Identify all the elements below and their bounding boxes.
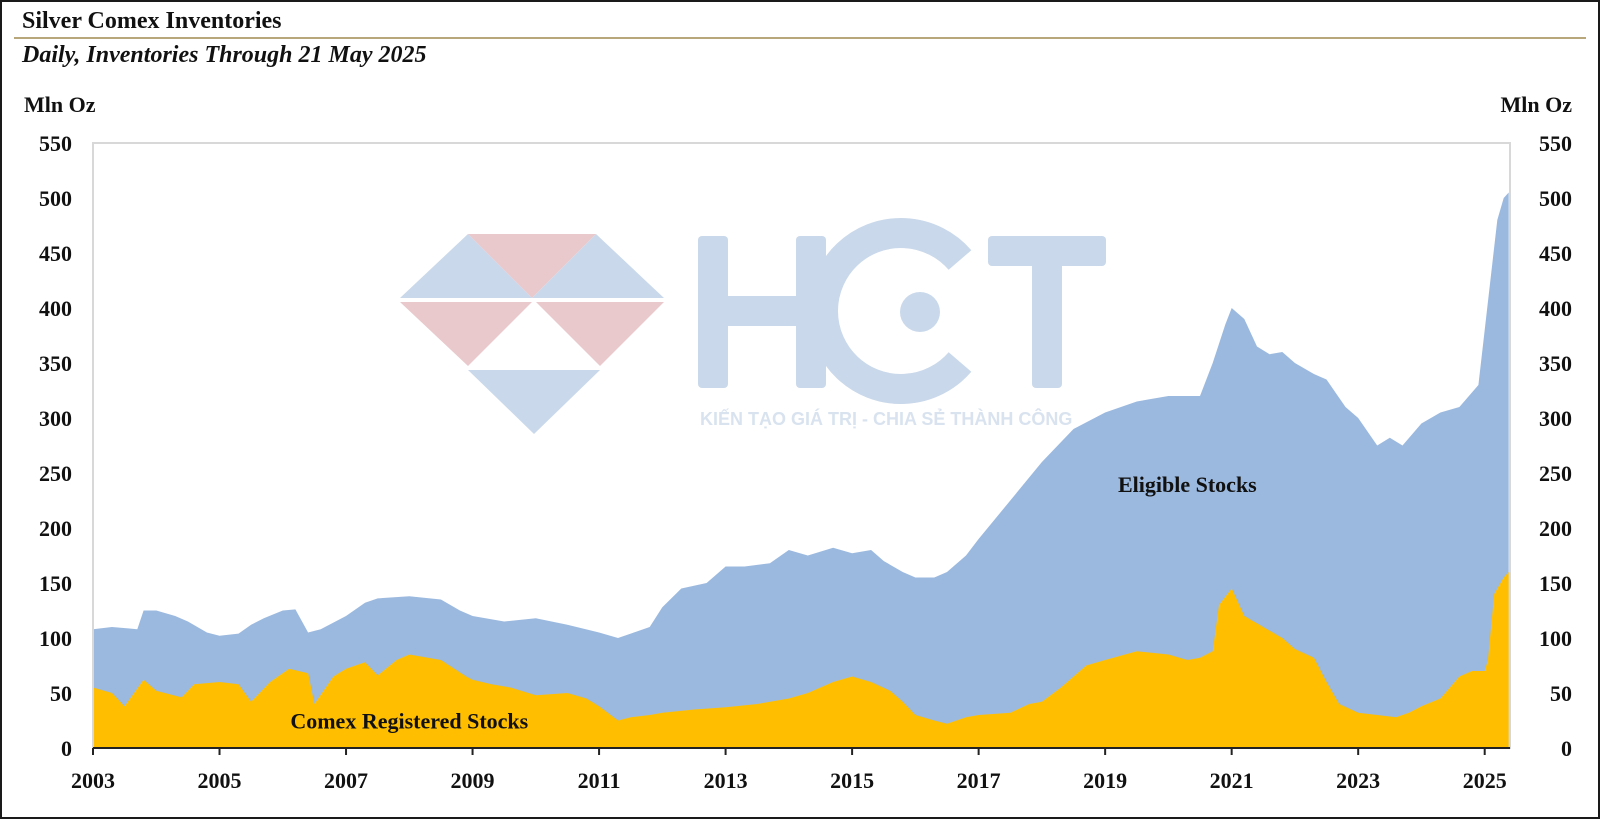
y-tick-left: 300 [39,406,72,431]
y-tick-right: 0 [1561,736,1572,761]
y-tick-right: 50 [1550,681,1572,706]
chart-title: Silver Comex Inventories [22,8,282,34]
title-rule [14,37,1586,39]
y-tick-right: 150 [1539,571,1572,596]
x-tick-label: 2007 [324,768,368,793]
logo-diamond-left [400,234,532,298]
x-tick-label: 2023 [1336,768,1380,793]
series-annotation: Comex Registered Stocks [290,709,528,734]
y-axis-label-right: Mln Oz [1501,92,1573,117]
y-tick-left: 250 [39,461,72,486]
y-tick-left: 200 [39,516,72,541]
logo-diamond-bottom [468,370,600,434]
y-tick-right: 300 [1539,406,1572,431]
y-tick-left: 550 [39,131,72,156]
y-tick-right: 100 [1539,626,1572,651]
y-tick-right: 500 [1539,186,1572,211]
y-tick-right: 450 [1539,241,1572,266]
y-tick-right: 400 [1539,296,1572,321]
x-tick-label: 2003 [71,768,115,793]
y-tick-right: 200 [1539,516,1572,541]
x-tick-label: 2015 [830,768,874,793]
y-tick-left: 450 [39,241,72,266]
x-tick-label: 2021 [1210,768,1254,793]
x-tick-label: 2009 [451,768,495,793]
y-tick-left: 50 [50,681,72,706]
logo-letter-h-bar [698,296,826,326]
logo-diamond-midleft [400,302,532,366]
watermark-logo: KIẾN TẠO GIÁ TRỊ - CHIA SẺ THÀNH CÔNG [400,218,1106,434]
x-tick-label: 2025 [1463,768,1507,793]
x-tick-label: 2005 [198,768,242,793]
x-tick-label: 2019 [1083,768,1127,793]
series-annotation: Eligible Stocks [1118,472,1257,497]
logo-diamond-top [468,234,596,298]
y-tick-left: 150 [39,571,72,596]
logo-letter-t-stem [1032,236,1062,388]
logo-diamond-midright [536,302,664,366]
y-tick-left: 100 [39,626,72,651]
logo-letter-c [807,218,972,404]
y-tick-right: 550 [1539,131,1572,156]
axes-group: 0 0 50 50 100 100 150 150 200 200 250 250 300 300 350 3… [39,131,1572,793]
x-tick-label: 2017 [957,768,1001,793]
y-tick-left: 500 [39,186,72,211]
area-comex-registered-stocks [93,572,1509,748]
chart-subtitle: Daily, Inventories Through 21 May 2025 [22,42,427,68]
logo-diamond-right [532,234,664,298]
area-series-group [93,192,1509,748]
logo-letter-c-dot [900,292,940,332]
y-tick-left: 400 [39,296,72,321]
logo-tagline: KIẾN TẠO GIÁ TRỊ - CHIA SẺ THÀNH CÔNG [700,408,1072,429]
y-tick-left: 350 [39,351,72,376]
y-tick-left: 0 [61,736,72,761]
area-eligible-stocks [93,192,1509,748]
y-tick-right: 250 [1539,461,1572,486]
x-tick-label: 2013 [704,768,748,793]
y-axis-label-left: Mln Oz [24,92,96,117]
y-tick-right: 350 [1539,351,1572,376]
x-tick-label: 2011 [578,768,621,793]
